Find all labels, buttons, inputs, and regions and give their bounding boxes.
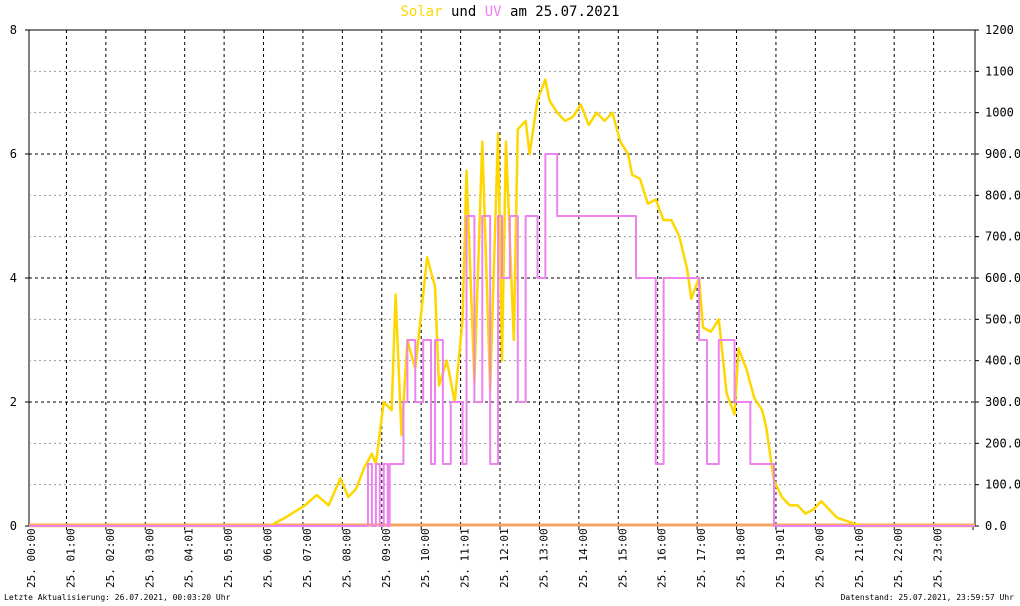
x-tick-label: 25. 04:01 [183, 528, 196, 588]
x-tick-label: 25. 05:00 [222, 528, 235, 588]
left-tick-label: 8 [10, 23, 17, 37]
right-tick-label: 200.0 [985, 436, 1020, 450]
chart-title: Solar und UV am 25.07.2021 [0, 4, 1020, 20]
title-solar: Solar [400, 4, 443, 20]
x-tick-label: 25. 13:00 [537, 528, 550, 588]
x-tick-label: 25. 20:00 [813, 528, 826, 588]
left-tick-label: 4 [10, 271, 17, 285]
x-tick-label: 25. 06:00 [262, 528, 275, 588]
right-tick-label: 300.0 [985, 395, 1020, 409]
right-tick-label: 1200 [985, 23, 1014, 37]
x-tick-label: 25. 15:00 [616, 528, 629, 588]
x-tick-label: 25. 10:00 [419, 528, 432, 588]
x-tick-label: 25. 03:00 [143, 528, 156, 588]
x-tick-label: 25. 22:00 [892, 528, 905, 588]
x-tick-label: 25. 19:01 [774, 528, 787, 588]
right-tick-label: 400.0 [985, 354, 1020, 368]
x-tick-label: 25. 08:00 [340, 528, 353, 588]
series-line-uv [29, 153, 975, 527]
right-tick-label: 1100 [985, 64, 1014, 78]
x-tick-label: 25. 12:01 [498, 528, 511, 588]
x-tick-label: 25. 00:00 [25, 528, 38, 588]
x-tick-label: 25. 14:00 [577, 528, 590, 588]
series-line-solar [29, 78, 975, 528]
right-tick-label: 900.0 [985, 147, 1020, 161]
x-tick-label: 25. 21:00 [853, 528, 866, 588]
right-tick-label: 500.0 [985, 312, 1020, 326]
footer-data-status: Datenstand: 25.07.2021, 23:59:57 Uhr [840, 593, 1014, 602]
x-tick-label: 25. 23:00 [932, 528, 945, 588]
right-tick-label: 700.0 [985, 230, 1020, 244]
right-tick-label: 0.0 [985, 519, 1007, 533]
title-uv: UV [484, 4, 502, 20]
x-tick-label: 25. 02:00 [104, 528, 117, 588]
right-tick-label: 100.0 [985, 478, 1020, 492]
footer-last-update: Letzte Aktualisierung: 26.07.2021, 00:03… [4, 593, 231, 602]
right-tick-label: 1000 [985, 106, 1014, 120]
x-tick-label: 25. 01:00 [64, 528, 77, 588]
left-tick-label: 2 [10, 395, 17, 409]
x-tick-label: 25. 18:00 [735, 528, 748, 588]
right-tick-label: 800.0 [985, 188, 1020, 202]
left-tick-label: 6 [10, 147, 17, 161]
x-tick-label: 25. 09:00 [380, 528, 393, 588]
right-tick-label: 600.0 [985, 271, 1020, 285]
title-und: und [450, 4, 477, 20]
title-date: am 25.07.2021 [510, 4, 620, 20]
x-tick-label: 25. 16:00 [656, 528, 669, 588]
x-tick-label: 25. 11:01 [459, 528, 472, 588]
left-tick-label: 0 [10, 519, 17, 533]
x-tick-label: 25. 07:00 [301, 528, 314, 588]
x-tick-label: 25. 17:00 [695, 528, 708, 588]
